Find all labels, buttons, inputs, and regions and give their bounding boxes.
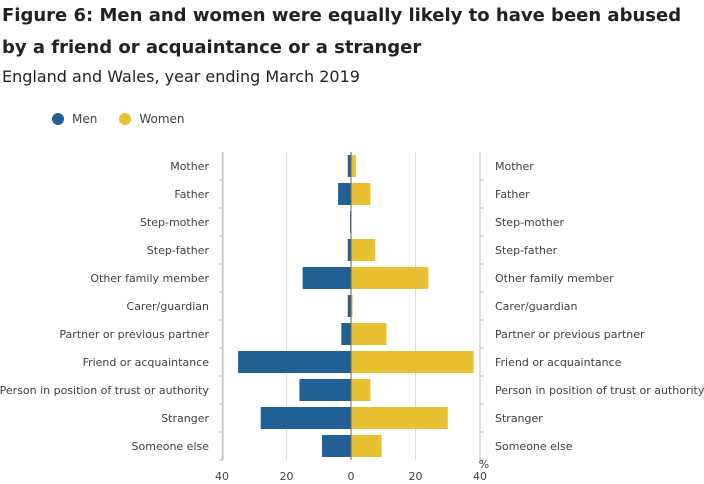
x-tick-label: 20 (280, 470, 294, 483)
category-label-left: Partner or previous partner (59, 328, 209, 341)
category-label-left: Mother (170, 160, 209, 173)
category-label-right: Friend or acquaintance (495, 356, 622, 369)
bar-women (351, 435, 382, 457)
category-label-left: Step-father (147, 244, 210, 257)
legend-item-men: Men (52, 112, 97, 126)
bar-women (351, 155, 356, 177)
category-label-right: Father (495, 188, 530, 201)
x-tick-label: 20 (409, 470, 423, 483)
category-label-right: Partner or previous partner (495, 328, 645, 341)
bar-men (347, 295, 351, 317)
category-label-right: Person in position of trust or authority (495, 384, 704, 397)
x-tick-label: 40 (473, 470, 487, 483)
x-tick-label: 40 (215, 470, 229, 483)
chart-subtitle: England and Wales, year ending March 201… (2, 67, 360, 86)
category-label-left: Someone else (132, 440, 210, 453)
bar-women (351, 183, 371, 205)
bar-men (341, 323, 351, 345)
category-label-left: Person in position of trust or authority (0, 384, 209, 397)
category-label-left: Father (174, 188, 209, 201)
bar-men (238, 351, 351, 373)
category-label-left: Friend or acquaintance (83, 356, 210, 369)
bar-women (351, 407, 448, 429)
bar-women (351, 323, 387, 345)
category-label-right: Mother (495, 160, 534, 173)
bar-women (351, 295, 353, 317)
category-label-right: Step-father (495, 244, 558, 257)
legend-women-label: Women (139, 112, 185, 126)
bar-women (351, 267, 429, 289)
category-label-left: Step-mother (140, 216, 210, 229)
legend: Men Women (52, 112, 207, 126)
bar-men (347, 239, 351, 261)
men-swatch-icon (52, 113, 64, 125)
bar-men (347, 155, 351, 177)
chart-title: Figure 6: Men and women were equally lik… (2, 5, 682, 58)
category-label-left: Other family member (90, 272, 209, 285)
bar-women (351, 239, 376, 261)
category-label-right: Other family member (495, 272, 614, 285)
bar-men (302, 267, 351, 289)
category-label-right: Stranger (495, 412, 543, 425)
bar-men (260, 407, 351, 429)
bar-women (351, 351, 474, 373)
category-label-left: Stranger (161, 412, 209, 425)
x-axis-unit: % (479, 458, 489, 471)
category-label-right: Carer/guardian (495, 300, 578, 313)
x-tick-label: 0 (348, 470, 355, 483)
women-swatch-icon (119, 113, 132, 125)
bar-men (338, 183, 351, 205)
bar-men (321, 435, 351, 457)
legend-men-label: Men (72, 112, 98, 126)
bar-women (351, 379, 371, 401)
bar-men (299, 379, 351, 401)
category-label-left: Carer/guardian (127, 300, 210, 313)
legend-item-women: Women (119, 112, 185, 126)
category-label-right: Someone else (495, 440, 573, 453)
category-label-right: Step-mother (495, 216, 565, 229)
